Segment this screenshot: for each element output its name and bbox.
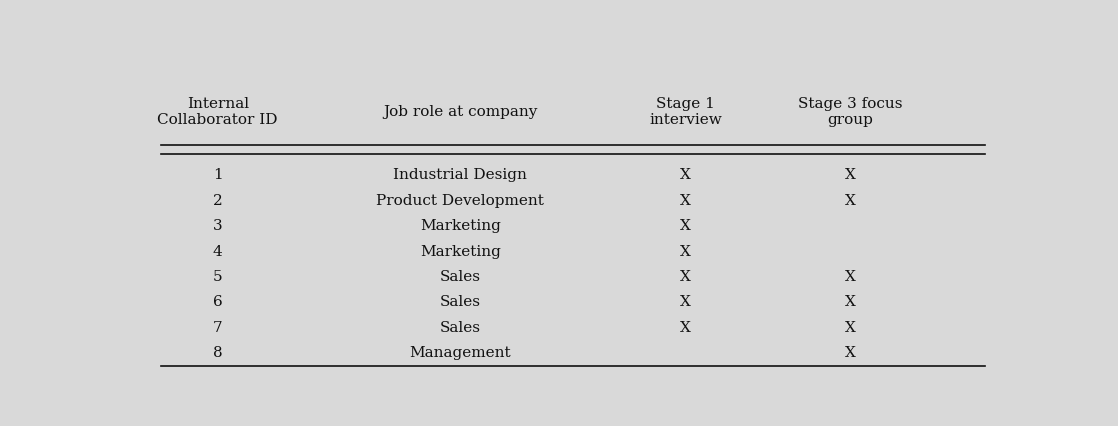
Text: X: X bbox=[845, 270, 855, 284]
Text: X: X bbox=[845, 168, 855, 182]
Text: 6: 6 bbox=[212, 296, 222, 309]
Text: 1: 1 bbox=[212, 168, 222, 182]
Text: 5: 5 bbox=[212, 270, 222, 284]
Text: X: X bbox=[680, 296, 691, 309]
Text: X: X bbox=[680, 194, 691, 208]
Text: Management: Management bbox=[409, 346, 511, 360]
Text: Industrial Design: Industrial Design bbox=[394, 168, 528, 182]
Text: X: X bbox=[845, 194, 855, 208]
Text: 4: 4 bbox=[212, 245, 222, 259]
Text: 7: 7 bbox=[212, 321, 222, 335]
Text: X: X bbox=[680, 270, 691, 284]
Text: Sales: Sales bbox=[439, 321, 481, 335]
Text: Sales: Sales bbox=[439, 270, 481, 284]
Text: X: X bbox=[845, 346, 855, 360]
Text: Job role at company: Job role at company bbox=[383, 105, 538, 119]
Text: X: X bbox=[680, 321, 691, 335]
Text: 2: 2 bbox=[212, 194, 222, 208]
Text: Internal
Collaborator ID: Internal Collaborator ID bbox=[158, 97, 278, 127]
Text: X: X bbox=[845, 296, 855, 309]
Text: Marketing: Marketing bbox=[420, 245, 501, 259]
Text: Sales: Sales bbox=[439, 296, 481, 309]
Text: X: X bbox=[680, 245, 691, 259]
Text: X: X bbox=[680, 168, 691, 182]
Text: Marketing: Marketing bbox=[420, 219, 501, 233]
Text: Stage 1
interview: Stage 1 interview bbox=[650, 97, 722, 127]
Text: X: X bbox=[680, 219, 691, 233]
Text: Product Development: Product Development bbox=[377, 194, 544, 208]
Text: Stage 3 focus
group: Stage 3 focus group bbox=[798, 97, 902, 127]
Text: 8: 8 bbox=[212, 346, 222, 360]
Text: X: X bbox=[845, 321, 855, 335]
Text: 3: 3 bbox=[212, 219, 222, 233]
